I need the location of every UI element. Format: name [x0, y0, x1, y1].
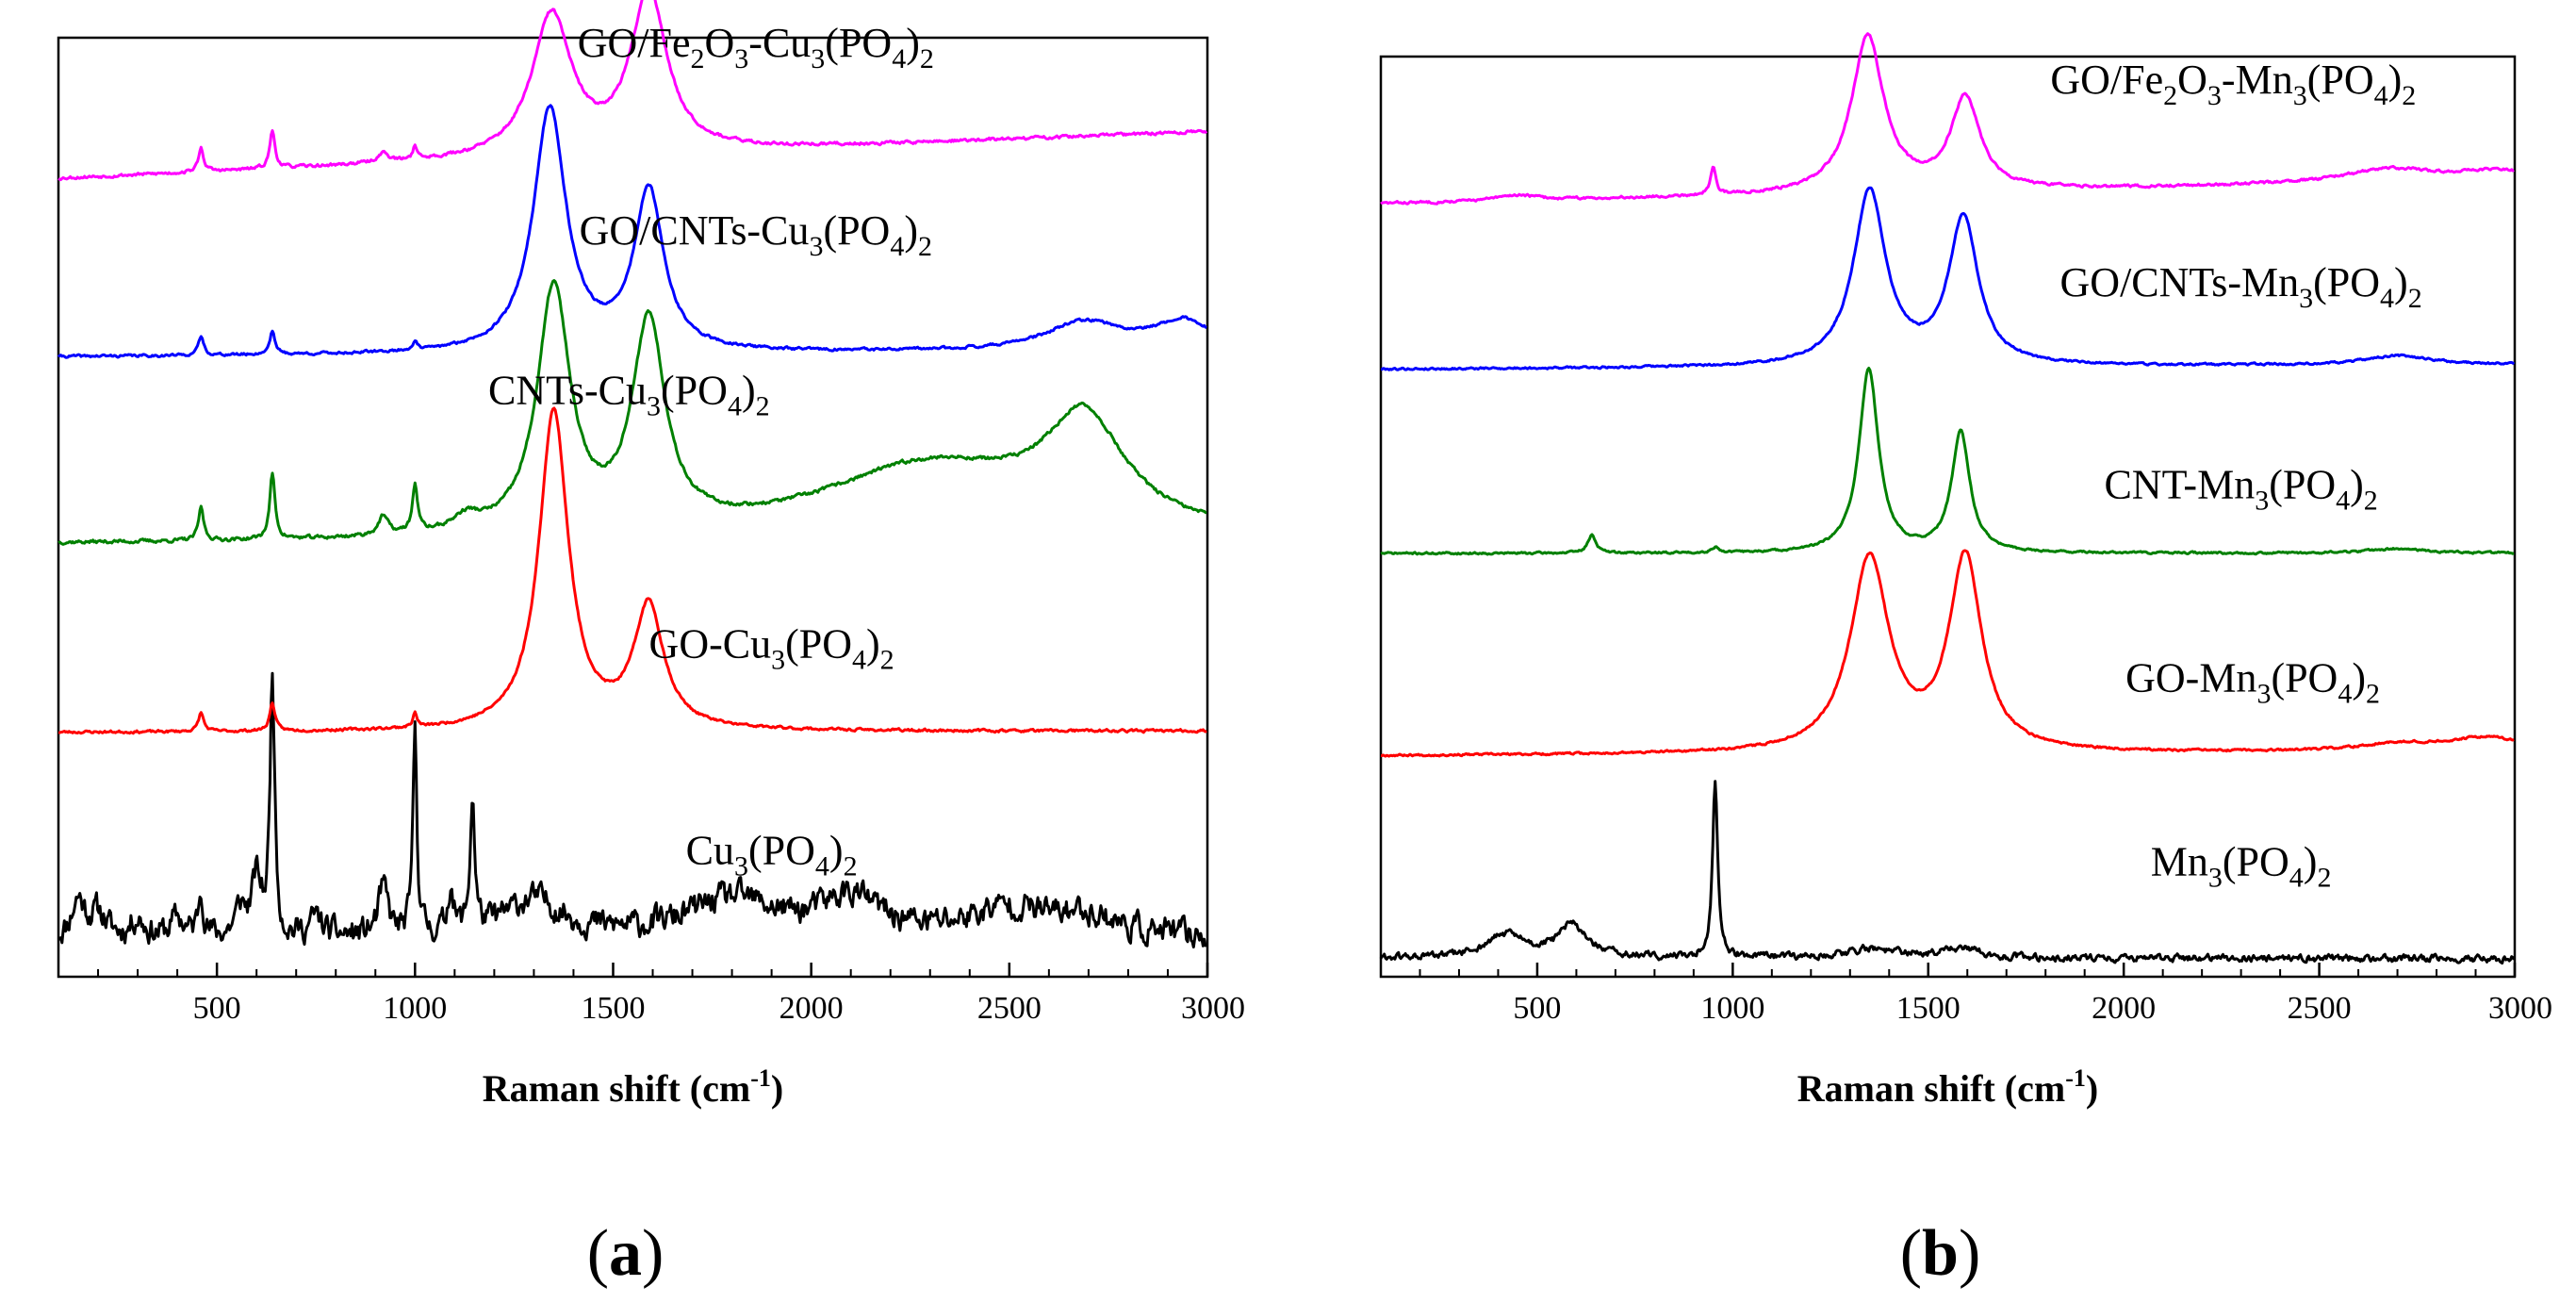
x-tick-label: 1500: [581, 991, 645, 1026]
series-label: GO-Cu3(PO4)2: [649, 620, 894, 675]
x-tick-label: 2000: [779, 991, 844, 1026]
series-line: [57, 279, 1207, 546]
x-tick-label: 500: [1513, 991, 1561, 1026]
plot-frame: [1379, 55, 2517, 979]
series-line: [1379, 780, 2516, 965]
series-line: [57, 671, 1208, 948]
series-label: GO-Mn3(PO4)2: [2125, 654, 2380, 709]
chart-panel-a: 500 1000 1500 2000 2500 3000 Cu3(PO4)2 GO-Cu3(P…: [57, 0, 1245, 1290]
x-axis-title: Raman shift (cm-1): [1797, 1064, 2098, 1110]
x-tick-label: 3000: [1181, 991, 1245, 1026]
x-tick-label: 2000: [2092, 991, 2156, 1026]
series-line: [1380, 186, 2516, 371]
panel-label: (b): [1900, 1217, 1981, 1290]
plot-frame: [57, 36, 1209, 979]
series-label: CNT-Mn3(PO4)2: [2104, 461, 2377, 516]
series-label: Mn3(PO4)2: [2151, 839, 2332, 894]
series-label: GO/Fe2O3-Mn3(PO4)2: [2050, 57, 2416, 111]
series-line: [1380, 367, 2515, 556]
series-label: Cu3(PO4)2: [686, 827, 858, 882]
series-label: GO/CNTs-Cu3(PO4)2: [580, 207, 932, 262]
x-tick-label: 2500: [977, 991, 1042, 1026]
x-tick-label: 1500: [1896, 991, 1961, 1026]
series-label: GO/Fe2O3-Cu3(PO4)2: [578, 20, 934, 74]
series-line: [1380, 549, 2515, 758]
x-tick-label: 1000: [383, 991, 447, 1026]
series-label: CNTs-Cu3(PO4)2: [488, 367, 770, 421]
x-tick-label: 1000: [1700, 991, 1764, 1026]
series-line: [57, 0, 1208, 182]
panel-label: (a): [587, 1217, 665, 1290]
x-tick-label: 500: [193, 991, 241, 1026]
series-label: GO/CNTs-Mn3(PO4)2: [2060, 259, 2422, 314]
series-line: [1380, 32, 2515, 206]
x-axis-title: Raman shift (cm-1): [483, 1064, 783, 1110]
series-line: [57, 104, 1207, 359]
x-tick-label: 2500: [2288, 991, 2352, 1026]
chart-panel-b: 500 1000 1500 2000 2500 3000 Mn3(PO4)2 GO-Mn3(P…: [1379, 32, 2552, 1290]
series-line: [57, 406, 1207, 735]
x-tick-label: 3000: [2488, 991, 2552, 1026]
